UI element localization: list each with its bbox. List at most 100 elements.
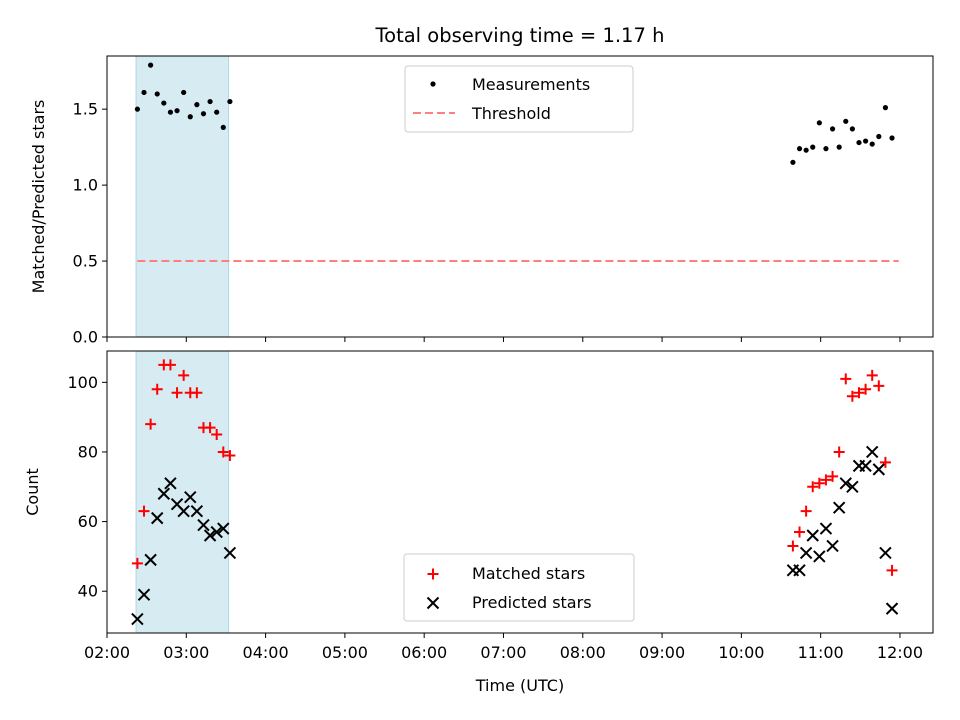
measurement-point bbox=[849, 126, 855, 132]
predicted-star-point bbox=[184, 491, 197, 504]
predicted-star-point bbox=[164, 477, 177, 490]
predicted-star-point bbox=[865, 445, 879, 459]
matched-star-point bbox=[787, 540, 799, 552]
measurement-point bbox=[856, 139, 862, 146]
measurement-point bbox=[862, 138, 869, 144]
predicted-star-point bbox=[872, 463, 886, 476]
measurement-point bbox=[816, 120, 822, 126]
matched-star-point bbox=[873, 380, 885, 392]
matched-star-point bbox=[178, 369, 190, 381]
matched-star-point bbox=[813, 477, 825, 489]
matched-star-point bbox=[217, 446, 229, 458]
predicted-star-point bbox=[217, 522, 230, 535]
predicted-star-point bbox=[190, 504, 204, 518]
measurement-point bbox=[227, 98, 233, 105]
measurement-point bbox=[134, 106, 140, 112]
measurement-point bbox=[843, 118, 849, 124]
x-tick-label: 08:00 bbox=[560, 643, 606, 662]
y-tick-label: 40 bbox=[78, 582, 98, 601]
predicted-star-point bbox=[813, 550, 826, 563]
legend-matched-label: Matched stars bbox=[472, 564, 585, 583]
predicted-star-point bbox=[177, 504, 190, 518]
x-tick-label: 03:00 bbox=[163, 643, 209, 662]
matched-star-point bbox=[827, 470, 839, 482]
predicted-star-point bbox=[846, 480, 859, 493]
y-tick-label: 80 bbox=[78, 442, 98, 461]
y-tick-label: 0.0 bbox=[73, 328, 98, 347]
predicted-star-point bbox=[131, 612, 144, 626]
matched-star-point bbox=[866, 369, 878, 381]
measurement-point bbox=[148, 62, 154, 68]
matched-star-point bbox=[794, 526, 806, 538]
bottom-subplot: 40 60 80 100 02:00 03:00 04:00 05:00 06:00 07:00 0… bbox=[23, 350, 934, 695]
x-tick-label: 04:00 bbox=[243, 643, 289, 662]
x-tick-label: 06:00 bbox=[401, 643, 447, 662]
measurement-point bbox=[882, 105, 889, 111]
measurement-point bbox=[167, 109, 174, 115]
top-subplot: 0.0 0.5 1.0 1.5 Total observing time = 1.17 … bbox=[29, 24, 934, 347]
predicted-star-point bbox=[885, 602, 899, 615]
matched-star-point bbox=[171, 387, 183, 399]
measurement-point bbox=[810, 144, 816, 150]
matched-star-point bbox=[211, 429, 223, 441]
matched-star-point bbox=[145, 418, 157, 430]
matched-star-point bbox=[800, 505, 812, 517]
legend-matched-marker bbox=[427, 568, 439, 580]
matched-star-point bbox=[204, 422, 216, 434]
matched-star-point bbox=[807, 481, 819, 493]
legend-threshold-label: Threshold bbox=[471, 104, 551, 123]
x-tick-label: 11:00 bbox=[798, 643, 844, 662]
predicted-star-point bbox=[879, 546, 892, 560]
matched-star-point bbox=[886, 564, 898, 576]
measurement-point bbox=[187, 114, 193, 120]
matched-star-point bbox=[840, 373, 852, 385]
measurement-point bbox=[161, 100, 167, 106]
measurement-point bbox=[214, 109, 220, 115]
predicted-star-point bbox=[832, 501, 846, 514]
y-tick-label: 1.0 bbox=[73, 176, 98, 195]
matched-star-point bbox=[224, 449, 236, 461]
legend-box bbox=[404, 65, 634, 133]
matched-star-point bbox=[138, 505, 150, 517]
matched-star-point bbox=[131, 557, 143, 569]
y-axis-label-top: Matched/Predicted stars bbox=[29, 100, 48, 294]
axes-frame bbox=[106, 55, 934, 338]
legend-predicted-label: Predicted stars bbox=[472, 593, 592, 612]
axes-frame bbox=[106, 350, 934, 634]
x-axis-label: Time (UTC) bbox=[475, 676, 564, 695]
y-axis-label-bottom: Count bbox=[23, 468, 42, 516]
matched-star-point bbox=[833, 446, 845, 458]
matched-star-point bbox=[164, 359, 176, 371]
legend-bottom: Matched stars Predicted stars bbox=[403, 553, 635, 622]
predicted-star-point bbox=[197, 518, 210, 532]
predicted-star-point bbox=[210, 525, 223, 539]
predicted-star-point bbox=[203, 529, 217, 542]
measurement-point bbox=[220, 124, 226, 130]
measurement-point bbox=[207, 98, 213, 105]
legend-measurements-marker bbox=[430, 81, 436, 87]
chart-title: Total observing time = 1.17 h bbox=[375, 24, 665, 47]
predicted-star-point bbox=[819, 522, 833, 535]
x-tick-label: 05:00 bbox=[322, 643, 368, 662]
predicted-star-point bbox=[793, 564, 806, 577]
measurement-point bbox=[876, 133, 882, 140]
predicted-star-point bbox=[157, 487, 171, 500]
matched-star-point bbox=[151, 383, 163, 395]
measurement-point bbox=[141, 89, 147, 96]
measurement-point bbox=[181, 89, 187, 96]
legend-predicted-marker bbox=[426, 596, 440, 610]
x-tick-label: 12:00 bbox=[877, 643, 923, 662]
predicted-star-point bbox=[144, 553, 157, 567]
y-tick-label: 0.5 bbox=[73, 252, 98, 271]
measurement-point bbox=[836, 144, 842, 150]
measurement-point bbox=[200, 111, 207, 117]
measurement-point bbox=[803, 147, 809, 153]
measurement-point bbox=[174, 108, 180, 114]
shaded-span bbox=[135, 350, 230, 634]
measurement-point bbox=[790, 159, 796, 165]
y-tick-label: 100 bbox=[67, 373, 98, 392]
predicted-star-point bbox=[223, 546, 237, 560]
measurement-point bbox=[796, 146, 803, 152]
predicted-star-point bbox=[137, 588, 151, 601]
